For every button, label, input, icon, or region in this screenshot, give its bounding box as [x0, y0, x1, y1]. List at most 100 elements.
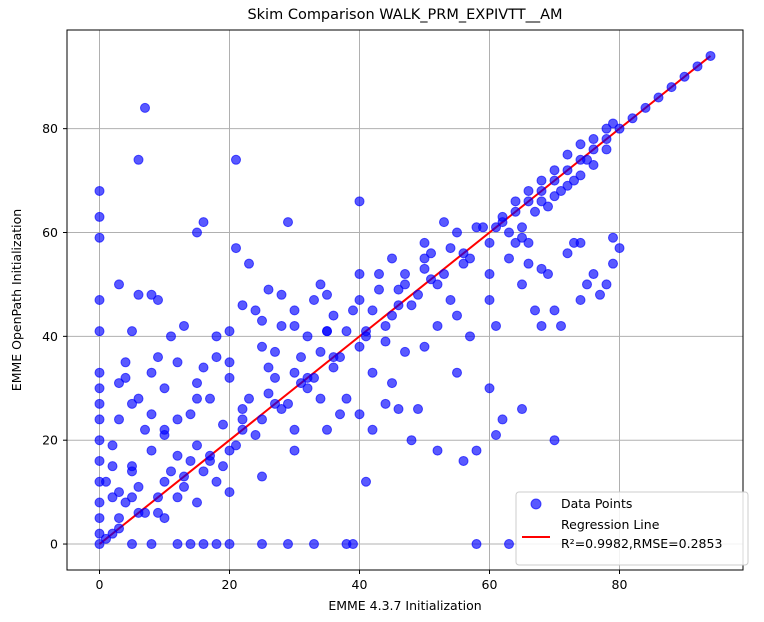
data-point — [309, 539, 319, 550]
data-point — [192, 378, 202, 389]
data-point — [159, 383, 170, 394]
data-point — [309, 295, 319, 305]
data-point — [413, 404, 423, 415]
data-point — [211, 476, 222, 487]
data-point — [536, 185, 547, 196]
data-point — [458, 455, 469, 466]
legend-box — [515, 491, 749, 566]
data-point — [458, 258, 469, 269]
data-point — [198, 539, 209, 550]
data-point — [536, 196, 547, 207]
data-point — [491, 430, 501, 440]
data-point — [354, 295, 365, 305]
data-point — [367, 305, 378, 316]
data-point — [354, 341, 365, 352]
data-point — [484, 295, 495, 305]
data-point — [504, 539, 514, 550]
data-point — [289, 305, 300, 316]
data-point — [562, 165, 573, 176]
data-point — [224, 372, 235, 383]
legend-label-points: Data Points — [561, 496, 632, 511]
data-point — [127, 326, 137, 337]
data-point — [114, 279, 124, 290]
data-point — [133, 289, 144, 300]
data-point — [257, 414, 267, 425]
data-point — [218, 461, 228, 472]
data-point — [400, 269, 410, 280]
data-point — [523, 185, 534, 196]
data-point — [354, 269, 365, 280]
data-point — [244, 393, 254, 404]
data-point — [445, 295, 456, 305]
data-point — [328, 362, 339, 373]
data-point — [556, 185, 566, 196]
data-point — [127, 492, 137, 503]
data-point — [315, 393, 326, 404]
data-point — [140, 424, 150, 435]
data-point — [120, 497, 131, 508]
data-point — [419, 263, 430, 274]
data-point — [426, 274, 436, 285]
data-point — [153, 492, 163, 503]
data-point — [276, 404, 287, 415]
data-point — [582, 279, 592, 290]
data-point — [198, 217, 209, 228]
data-point — [107, 461, 118, 472]
data-point — [263, 362, 274, 373]
data-point — [94, 398, 105, 409]
data-point — [296, 352, 306, 363]
data-point — [94, 295, 105, 305]
data-point — [218, 419, 228, 430]
data-point — [387, 253, 397, 264]
data-point — [601, 279, 612, 290]
data-point — [322, 326, 332, 337]
data-point — [504, 253, 514, 264]
x-tick-label: 0 — [96, 577, 104, 592]
data-point — [497, 414, 508, 425]
data-point — [322, 424, 332, 435]
data-point — [257, 315, 267, 326]
legend: Data Points Regression Line R²=0.9982,RM… — [515, 491, 749, 566]
data-point — [608, 118, 618, 129]
data-point — [705, 50, 716, 61]
data-point — [549, 435, 560, 446]
data-point — [211, 352, 222, 363]
data-point — [172, 492, 183, 503]
data-point — [94, 455, 105, 466]
data-point — [224, 326, 235, 337]
x-axis-label: EMME 4.3.7 Initialization — [328, 598, 481, 613]
y-axis-label: EMME OpenPath Initialization — [9, 209, 24, 391]
y-axis-ticks: 0 20 40 60 80 — [42, 121, 67, 552]
data-point — [387, 310, 397, 321]
data-point — [517, 232, 527, 243]
data-point — [367, 367, 378, 378]
data-point — [205, 450, 215, 461]
data-point — [179, 481, 189, 492]
data-point — [374, 269, 384, 280]
y-tick-label: 0 — [50, 537, 58, 552]
data-point — [536, 175, 547, 186]
x-tick-label: 20 — [222, 577, 238, 592]
data-point — [445, 243, 456, 254]
data-point — [523, 196, 534, 207]
data-point — [322, 289, 332, 300]
data-point — [562, 180, 573, 191]
data-point — [348, 305, 358, 316]
data-point — [406, 435, 417, 446]
data-point — [133, 481, 144, 492]
data-point — [419, 341, 430, 352]
legend-label-line: Regression Line — [561, 517, 660, 532]
data-point — [549, 305, 560, 316]
data-point — [140, 102, 150, 113]
data-point — [588, 269, 599, 280]
data-point — [276, 289, 287, 300]
data-point — [601, 144, 612, 155]
data-points — [94, 50, 716, 550]
data-point — [159, 476, 170, 487]
data-point — [452, 227, 462, 238]
data-point — [114, 523, 124, 534]
data-point — [601, 134, 612, 145]
data-point — [588, 134, 599, 145]
data-point — [510, 237, 521, 248]
data-point — [179, 471, 189, 482]
